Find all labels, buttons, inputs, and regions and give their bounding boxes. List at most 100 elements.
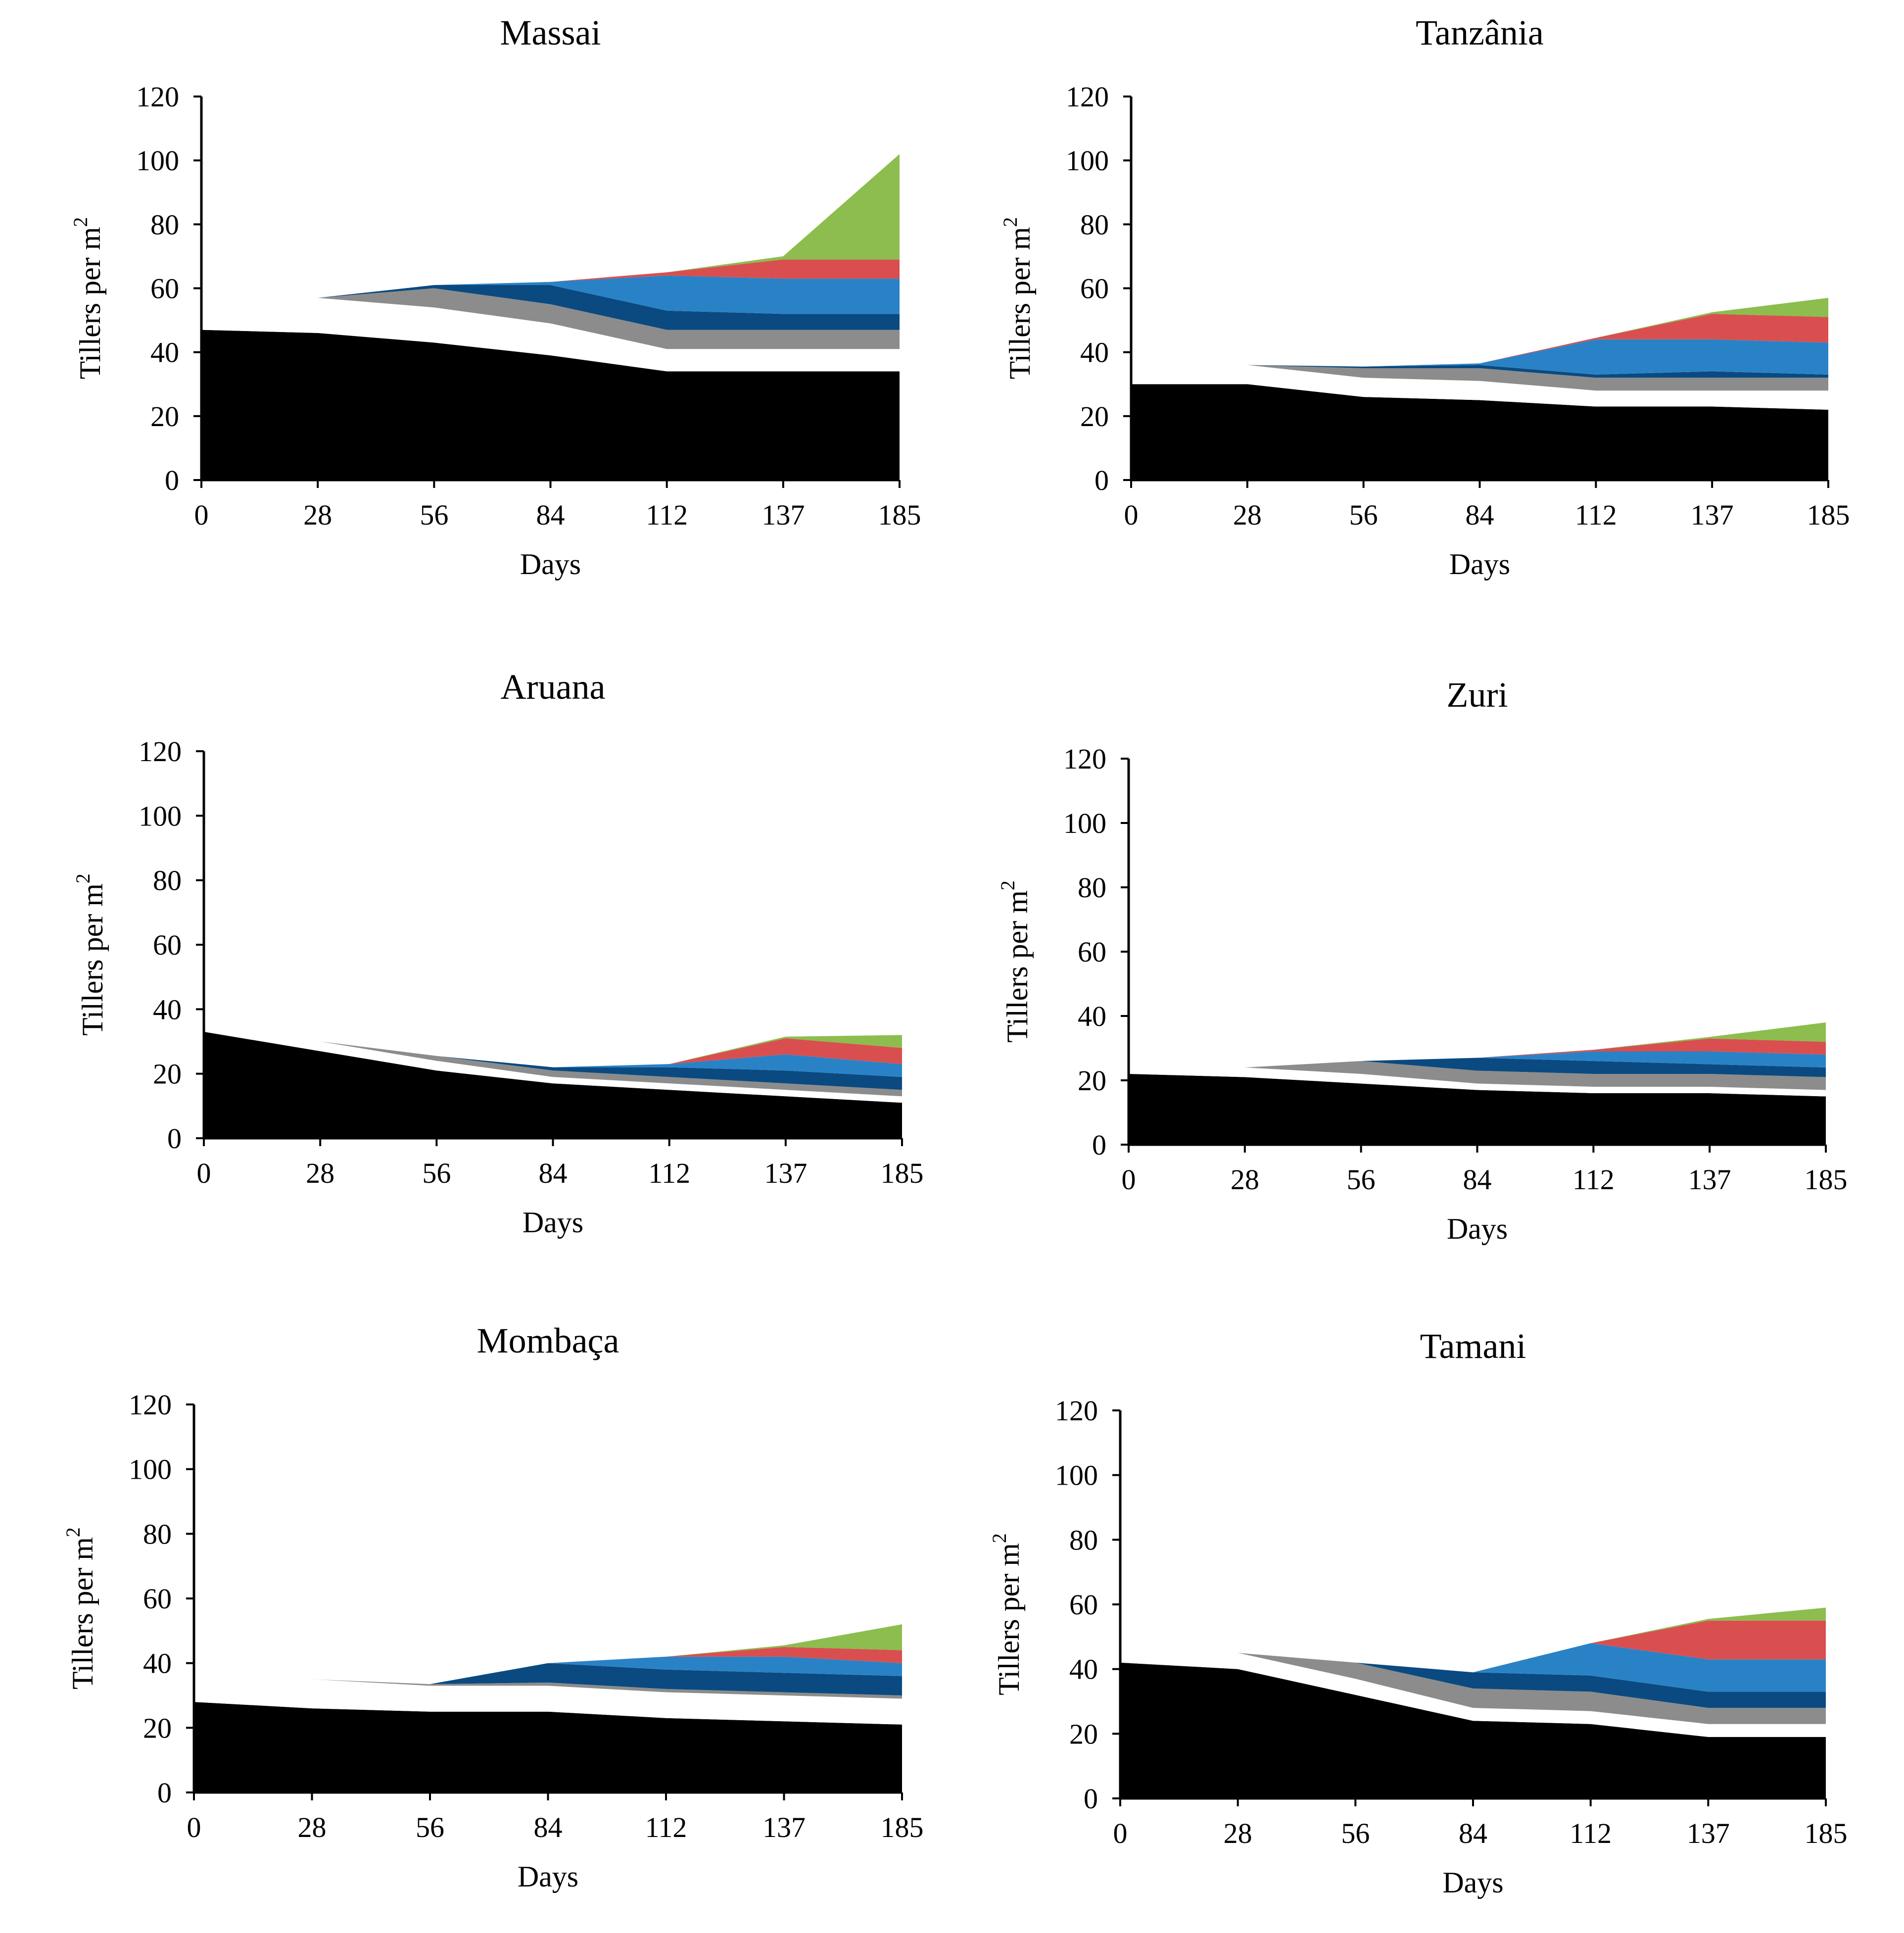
x-axis-title: Days [1442,1866,1503,1899]
x-tick-label: 28 [298,1811,327,1843]
chart-title: Massai [500,13,601,52]
x-tick-label: 0 [1122,1163,1136,1196]
x-tick-label: 185 [881,1157,924,1189]
x-tick-label: 185 [1807,499,1850,531]
x-tick-label: 137 [764,1157,807,1189]
area-layer-1 [194,1702,902,1792]
y-tick-label: 60 [150,273,179,305]
y-tick-label: 120 [1066,81,1109,113]
x-tick-label: 185 [1805,1163,1848,1196]
area-layer-4 [318,285,900,330]
y-tick-label: 60 [1080,273,1109,305]
area-layer-4 [430,1663,902,1695]
y-tick-label: 40 [1069,1653,1098,1686]
y-tick-label: 120 [1063,743,1106,775]
chart-panel-5: 0 20 40 60 80 100 120 0 28 56 84 112 137 185 Mombaça Da… [62,1321,924,1893]
x-tick-label: 56 [416,1811,444,1843]
x-axis-title: Days [518,1860,578,1893]
y-axis-title: Tillers per m2 [997,880,1034,1043]
y-tick-label: 20 [1080,400,1109,433]
x-tick-label: 84 [1466,499,1494,531]
x-tick-label: 28 [306,1157,334,1189]
x-tick-label: 185 [1805,1817,1848,1849]
area-layer-2 [194,1679,902,1725]
area-layer-2 [201,297,900,372]
area-layer-6 [550,259,900,282]
area-layer-1 [1129,1074,1826,1145]
y-axis-title-text: Tillers per m [1003,227,1036,380]
x-tick-label: 84 [1459,1817,1487,1849]
area-layer-5 [1477,1051,1826,1067]
area-layer-4 [1247,365,1828,378]
x-tick-label: 112 [1575,499,1617,531]
x-axis-title: Days [1447,1212,1508,1245]
x-tick-label: 28 [303,499,332,531]
y-axis-title: Tillers per m2 [72,873,109,1036]
y-axis-title-superscript: 2 [62,1527,84,1537]
y-axis-title: Tillers per m2 [999,217,1036,380]
area-layer-5 [1363,339,1828,375]
area-layer-3 [320,1041,903,1097]
x-tick-label: 0 [1124,499,1139,531]
chart-title: Tanzânia [1416,13,1544,52]
area-layer-4 [436,1056,902,1090]
x-tick-label: 112 [645,1811,687,1843]
y-axis-title-superscript: 2 [69,217,92,227]
x-tick-label: 56 [422,1157,451,1189]
y-axis-title-text: Tillers per m [993,1543,1025,1695]
x-tick-label: 28 [1231,1163,1259,1196]
chart-panel-6: 0 20 40 60 80 100 120 0 28 56 84 112 137 185 Tamani Day… [988,1326,1848,1899]
area-layer-7 [1590,1607,1826,1643]
y-tick-label: 0 [167,1122,182,1155]
y-axis-title-text: Tillers per m [76,883,109,1036]
x-tick-label: 56 [1349,499,1378,531]
area-layer-7 [1596,297,1828,338]
y-tick-label: 40 [153,993,182,1025]
y-tick-label: 120 [1055,1395,1098,1427]
y-tick-label: 120 [129,1389,172,1421]
area-layer-2 [1129,1067,1826,1097]
x-tick-label: 137 [762,1811,806,1843]
x-tick-label: 56 [1341,1817,1370,1849]
x-tick-label: 84 [536,499,565,531]
y-axis-title-superscript: 2 [988,1533,1010,1543]
area-layer-6 [1479,314,1828,364]
y-axis-title: Tillers per m2 [988,1533,1025,1695]
area-layer-6 [669,1038,902,1064]
y-tick-label: 120 [136,81,179,113]
y-tick-label: 60 [1069,1589,1098,1621]
area-layer-2 [1120,1653,1826,1737]
area-layer-5 [548,1656,902,1676]
x-tick-label: 112 [1572,1163,1615,1196]
y-tick-label: 0 [1092,1129,1106,1161]
x-tick-label: 112 [648,1157,690,1189]
x-tick-label: 0 [194,499,209,531]
area-layer-6 [1590,1620,1826,1660]
y-tick-label: 80 [1069,1524,1098,1556]
y-axis-title-text: Tillers per m [66,1537,99,1690]
area-layer-7 [669,1035,902,1064]
area-layer-1 [201,330,900,480]
x-axis-title: Days [523,1206,583,1239]
y-tick-label: 100 [139,800,182,832]
x-tick-label: 0 [1113,1817,1128,1849]
y-tick-label: 80 [1080,208,1109,241]
area-layer-7 [1593,1022,1826,1050]
y-tick-label: 20 [153,1058,182,1090]
area-layer-3 [312,1679,902,1699]
y-tick-label: 0 [157,1777,172,1809]
x-tick-label: 28 [1233,499,1262,531]
area-layer-3 [1244,1061,1826,1090]
y-tick-label: 40 [1080,337,1109,369]
area-layer-6 [666,1647,902,1663]
chart-panel-3: 0 20 40 60 80 100 120 0 28 56 84 112 137 185 Aruana Day… [72,667,924,1239]
x-tick-label: 84 [534,1811,563,1843]
y-tick-label: 80 [143,1518,172,1550]
area-layer-4 [1355,1662,1826,1708]
x-tick-label: 0 [197,1157,211,1189]
area-layer-1 [1120,1662,1826,1798]
x-tick-label: 112 [646,499,688,531]
y-tick-label: 100 [1055,1459,1098,1492]
x-tick-label: 56 [420,499,448,531]
